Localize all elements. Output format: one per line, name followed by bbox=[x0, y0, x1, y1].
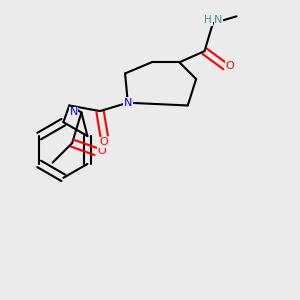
Text: H: H bbox=[204, 15, 212, 25]
Text: N: N bbox=[214, 15, 223, 25]
Text: O: O bbox=[98, 146, 106, 157]
Text: N: N bbox=[70, 107, 78, 118]
Text: O: O bbox=[226, 61, 234, 71]
Text: O: O bbox=[100, 137, 109, 147]
Text: N: N bbox=[124, 98, 132, 108]
